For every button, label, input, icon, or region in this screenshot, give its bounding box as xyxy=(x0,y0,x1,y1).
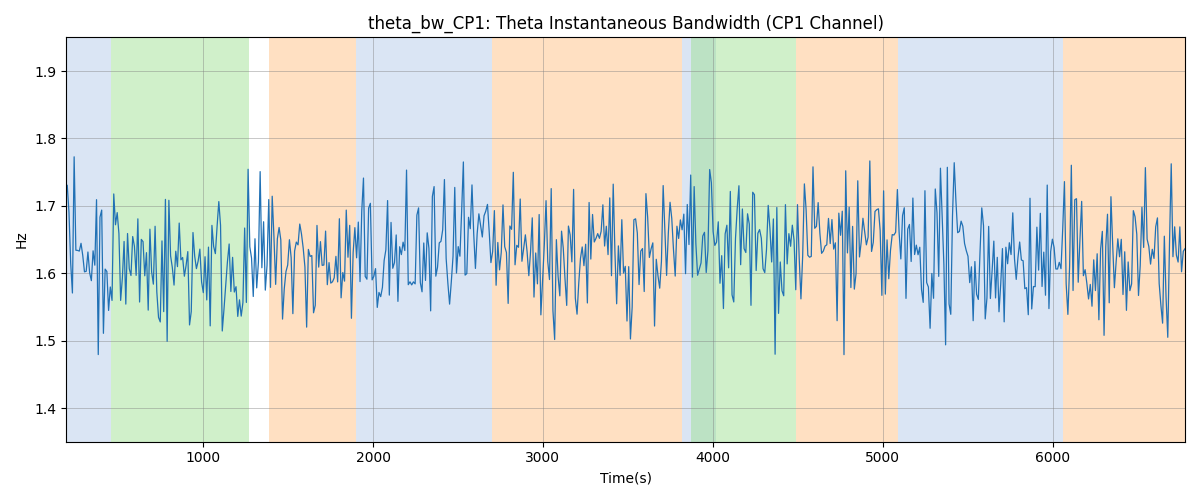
Bar xyxy=(691,38,796,442)
X-axis label: Time(s): Time(s) xyxy=(600,471,652,485)
Title: theta_bw_CP1: Theta Instantaneous Bandwidth (CP1 Channel): theta_bw_CP1: Theta Instantaneous Bandwi… xyxy=(367,15,883,34)
Bar xyxy=(1063,38,1186,442)
Bar xyxy=(269,38,356,442)
Bar xyxy=(112,38,250,442)
Bar xyxy=(898,38,1063,442)
Bar xyxy=(682,38,716,442)
Bar xyxy=(356,38,492,442)
Y-axis label: Hz: Hz xyxy=(16,230,29,248)
Bar xyxy=(796,38,898,442)
Bar xyxy=(67,38,112,442)
Bar xyxy=(492,38,682,442)
